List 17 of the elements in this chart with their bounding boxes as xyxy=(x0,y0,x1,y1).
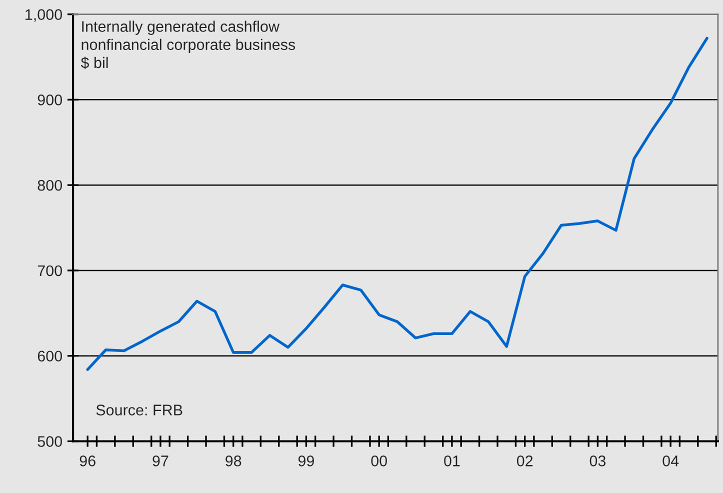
x-tick-label: 97 xyxy=(152,456,168,466)
annotation: Source: FRB xyxy=(96,404,182,416)
y-tick-label: 900 xyxy=(38,94,62,106)
x-tick-label: 04 xyxy=(662,456,679,466)
y-tick-label: 1,000 xyxy=(26,9,62,22)
x-tick-label: 98 xyxy=(226,456,242,466)
y-tick-label: 600 xyxy=(38,350,62,362)
text: Internally generated cashflow nonfinancial corporate business $ bil xyxy=(80,20,296,70)
x-tick-label: 00 xyxy=(371,456,387,466)
x-tick-label: 01 xyxy=(444,456,460,466)
x-tick-label: 96 xyxy=(80,456,96,466)
y-tick-label: 700 xyxy=(38,265,62,276)
x-tick-label: 03 xyxy=(590,456,606,466)
y-tick-label: 500 xyxy=(38,436,62,447)
y-tick-label: 800 xyxy=(38,180,62,191)
x-tick-label: 02 xyxy=(516,456,533,466)
x-tick-label: 99 xyxy=(298,456,314,466)
